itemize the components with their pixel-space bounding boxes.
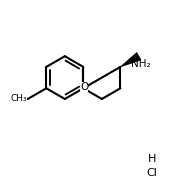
Polygon shape [120, 53, 141, 67]
Text: NH₂: NH₂ [131, 59, 151, 69]
Text: O: O [80, 82, 88, 92]
Text: Cl: Cl [147, 168, 158, 178]
Text: H: H [148, 154, 156, 164]
Text: CH₃: CH₃ [10, 94, 27, 103]
